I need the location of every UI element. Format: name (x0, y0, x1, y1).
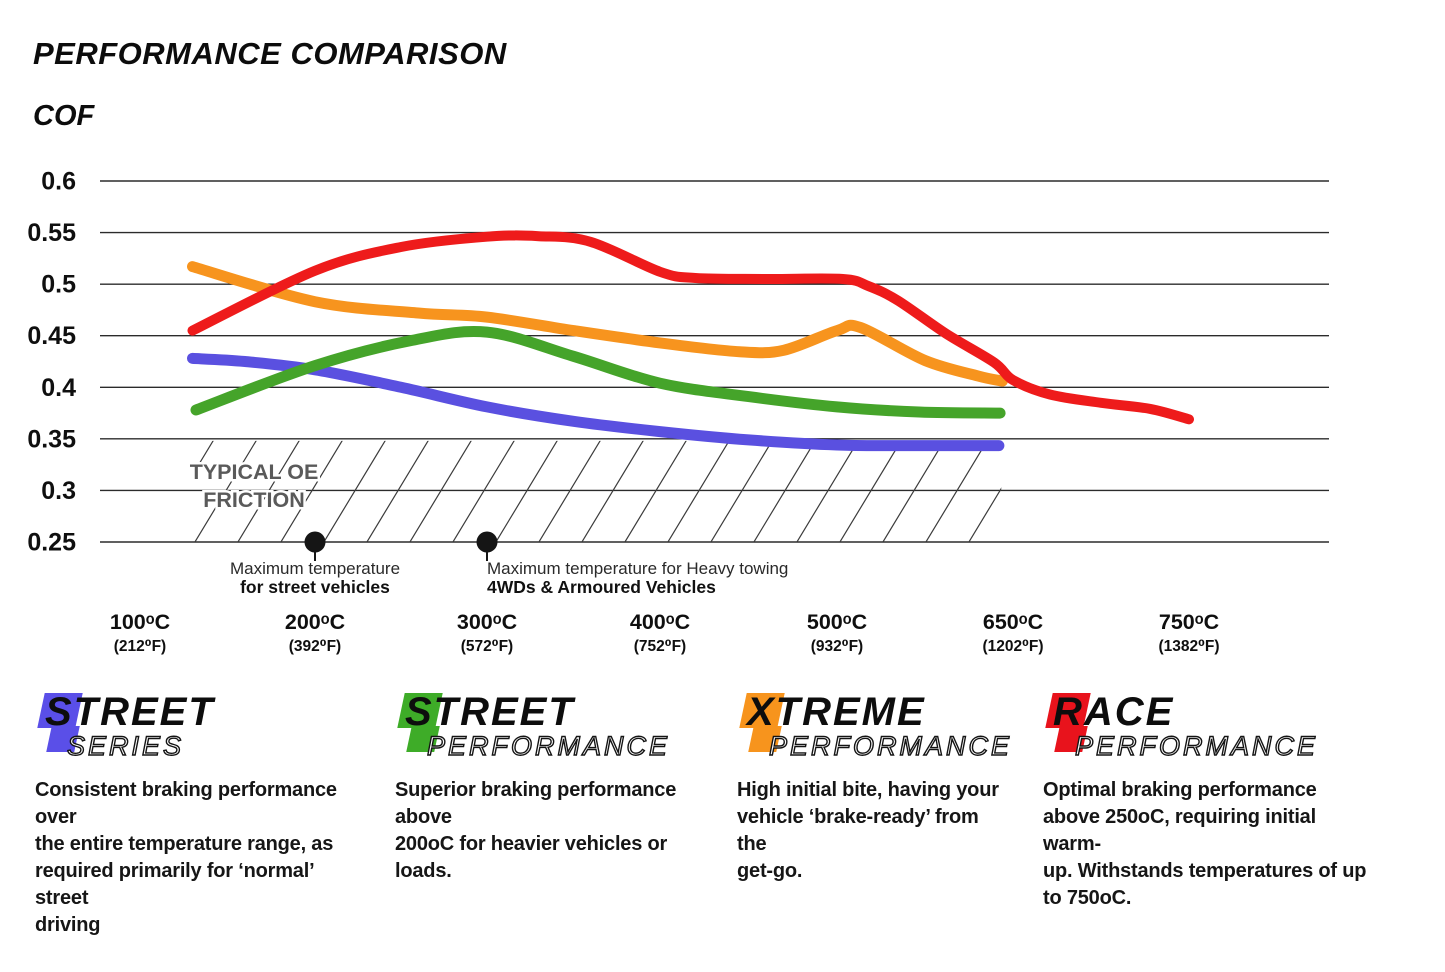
typical-oe-friction-hatch (107, 437, 1076, 546)
x-tick-label-celsius: 750ᵒC (1159, 610, 1219, 634)
brand-word: RACE (1053, 690, 1175, 734)
hatch-line (581, 440, 644, 543)
series-race-performance (187, 230, 1194, 425)
series-street-performance (190, 326, 1006, 419)
brand-subword-outline: PERFORMANCE (426, 730, 670, 761)
hatch-line (323, 440, 386, 543)
street-performance-logo: STREET PERFORMANCE (395, 690, 723, 762)
brand-subword-outline: PERFORMANCE (768, 730, 1012, 761)
brand-subword-outline: PERFORMANCE (1074, 730, 1318, 761)
race-performance-logo: RACE PERFORMANCE (1043, 690, 1375, 762)
brand-word: STREET (405, 690, 575, 734)
hatch-line (1010, 437, 1076, 546)
street-series-logo: STREET SERIES (35, 690, 370, 762)
hatch-line (280, 440, 343, 543)
xtreme-performance-logo: XTREME PERFORMANCE (737, 690, 1013, 762)
x-tick-label-celsius: 400ᵒC (630, 610, 690, 634)
hatch-line (839, 440, 902, 543)
annotation-line2: 4WDs & Armoured Vehicles (487, 577, 716, 597)
cof-line-chart: 0.6 0.55 0.5 0.45 0.4 0.35 0.3 0.25 TYPICAL OE FR… (27, 168, 1329, 655)
series-xtreme-performance (187, 261, 1008, 387)
page-title: PERFORMANCE COMPARISON (33, 36, 507, 71)
x-tick-label-fahrenheit: (1382⁰F) (1158, 638, 1219, 655)
legend-item-xtreme-performance: XTREME PERFORMANCE High initial bite, ha… (737, 690, 1013, 885)
hatch-line (452, 440, 515, 543)
x-tick-label-fahrenheit: (752⁰F) (634, 638, 686, 655)
hatch-line (107, 437, 173, 546)
legend-description: High initial bite, having your vehicle ‘b… (737, 779, 999, 882)
x-tick-label-celsius: 100ᵒC (110, 610, 170, 634)
brand-word: STREET (45, 690, 215, 734)
hatch-line (968, 487, 1002, 543)
y-tick-label: 0.4 (41, 374, 76, 402)
hatch-line (753, 440, 816, 543)
hatch-line (925, 440, 988, 543)
hatch-line (237, 440, 300, 543)
hatch-line (194, 440, 257, 543)
x-tick-label-fahrenheit: (932⁰F) (811, 638, 863, 655)
x-tick-label-fahrenheit: (212⁰F) (114, 638, 166, 655)
x-tick-label-celsius: 650ᵒC (983, 610, 1043, 634)
hatch-line (409, 440, 472, 543)
annotation-line1: Maximum temperature (230, 559, 400, 578)
hatch-line (495, 440, 558, 543)
hatch-line (710, 440, 773, 543)
y-tick-label: 0.25 (27, 529, 76, 557)
hatch-line (538, 440, 601, 543)
y-tick-label: 0.45 (27, 322, 76, 350)
hatch-line (796, 440, 859, 543)
legend-item-street-series: STREET SERIES Consistent braking perform… (35, 690, 370, 939)
brand-subword: PERFORMANCE (769, 731, 1012, 761)
hatch-line (192, 440, 214, 477)
brand-subword: SERIES (67, 731, 184, 761)
y-tick-label: 0.6 (41, 168, 76, 196)
x-tick-label-fahrenheit: (572⁰F) (461, 638, 513, 655)
x-tick-label-fahrenheit: (1202⁰F) (982, 638, 1043, 655)
y-tick-label: 0.35 (27, 425, 76, 453)
x-tick-label-celsius: 200ᵒC (285, 610, 345, 634)
hatch-line (667, 440, 730, 543)
y-tick-label: 0.55 (27, 219, 76, 247)
x-tick-label-celsius: 500ᵒC (807, 610, 867, 634)
legend-description: Optimal braking performance above 250oC, … (1043, 779, 1367, 909)
brand-subword: PERFORMANCE (427, 731, 670, 761)
annotation-line1: Maximum temperature for Heavy towing (487, 559, 788, 578)
x-tick-label-celsius: 300ᵒC (457, 610, 517, 634)
oe-region-label: TYPICAL OE (190, 460, 319, 484)
legend-item-street-performance: STREET PERFORMANCE Superior braking perf… (395, 690, 723, 885)
hatch-line (882, 440, 945, 543)
brand-subword-outline: SERIES (66, 730, 184, 761)
annotation-line2: for street vehicles (240, 577, 390, 597)
oe-region-label: FRICTION (203, 488, 305, 512)
brand-word: XTREME (747, 690, 926, 734)
y-tick-label: 0.3 (41, 477, 76, 505)
y-tick-label: 0.5 (41, 271, 76, 299)
legend: STREET SERIES Consistent braking perform… (0, 690, 1445, 963)
annotation-dot (476, 531, 498, 553)
hatch-line (624, 440, 687, 543)
y-axis-title: COF (33, 100, 95, 132)
legend-description: Superior braking performance above 200oC … (395, 779, 677, 882)
annotation-dot (304, 531, 326, 553)
brand-subword: PERFORMANCE (1075, 731, 1318, 761)
legend-item-race-performance: RACE PERFORMANCE Optimal braking perform… (1043, 690, 1375, 912)
hatch-line (366, 440, 429, 543)
legend-description: Consistent braking performance over the e… (35, 779, 337, 936)
x-tick-label-fahrenheit: (392⁰F) (289, 638, 341, 655)
